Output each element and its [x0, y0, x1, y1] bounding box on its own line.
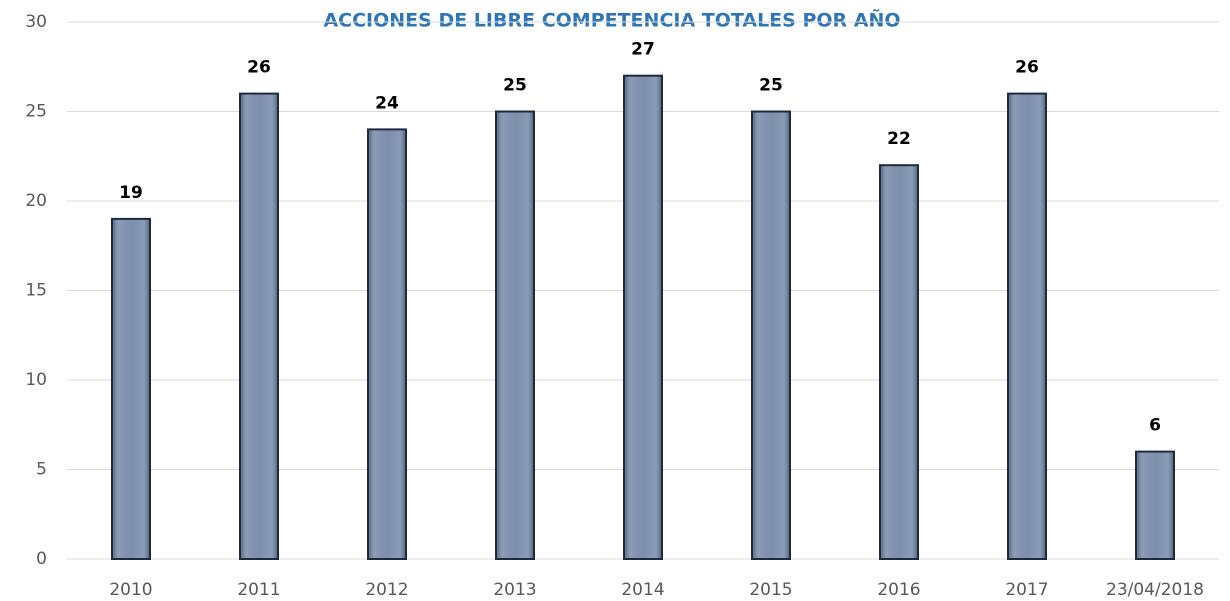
- data-label: 19: [119, 183, 143, 203]
- data-label: 6: [1149, 416, 1161, 436]
- data-label: 25: [759, 76, 783, 96]
- y-tick-label: 15: [25, 281, 47, 301]
- y-tick-label: 20: [25, 191, 47, 211]
- y-tick-label: 30: [25, 12, 47, 32]
- bar: [239, 92, 279, 560]
- bar: [879, 164, 919, 560]
- x-tick-label: 2016: [877, 580, 920, 600]
- y-tick-label: 10: [25, 370, 47, 390]
- data-label: 22: [887, 129, 911, 149]
- bar: [623, 74, 663, 560]
- data-label: 24: [375, 93, 399, 113]
- bar: [495, 110, 535, 560]
- y-tick-label: 5: [36, 460, 47, 480]
- x-tick-label: 2010: [109, 580, 152, 600]
- data-label: 26: [1015, 58, 1039, 78]
- data-label: 26: [247, 58, 271, 78]
- bar: [367, 128, 407, 560]
- data-label: 25: [503, 76, 527, 96]
- bar: [1007, 92, 1047, 560]
- x-tick-label: 2015: [749, 580, 792, 600]
- bar: [1135, 450, 1175, 561]
- y-tick-label: 0: [36, 549, 47, 569]
- data-label: 27: [631, 40, 655, 60]
- bar: [111, 217, 151, 560]
- x-tick-label: 2011: [237, 580, 280, 600]
- x-tick-label: 2013: [493, 580, 536, 600]
- x-tick-label: 2017: [1005, 580, 1048, 600]
- x-tick-label: 2012: [365, 580, 408, 600]
- chart-title: ACCIONES DE LIBRE COMPETENCIA TOTALES PO…: [323, 8, 900, 32]
- x-tick-label: 23/04/2018: [1106, 580, 1204, 600]
- bar: [751, 110, 791, 560]
- y-tick-label: 25: [25, 102, 47, 122]
- x-tick-label: 2014: [621, 580, 664, 600]
